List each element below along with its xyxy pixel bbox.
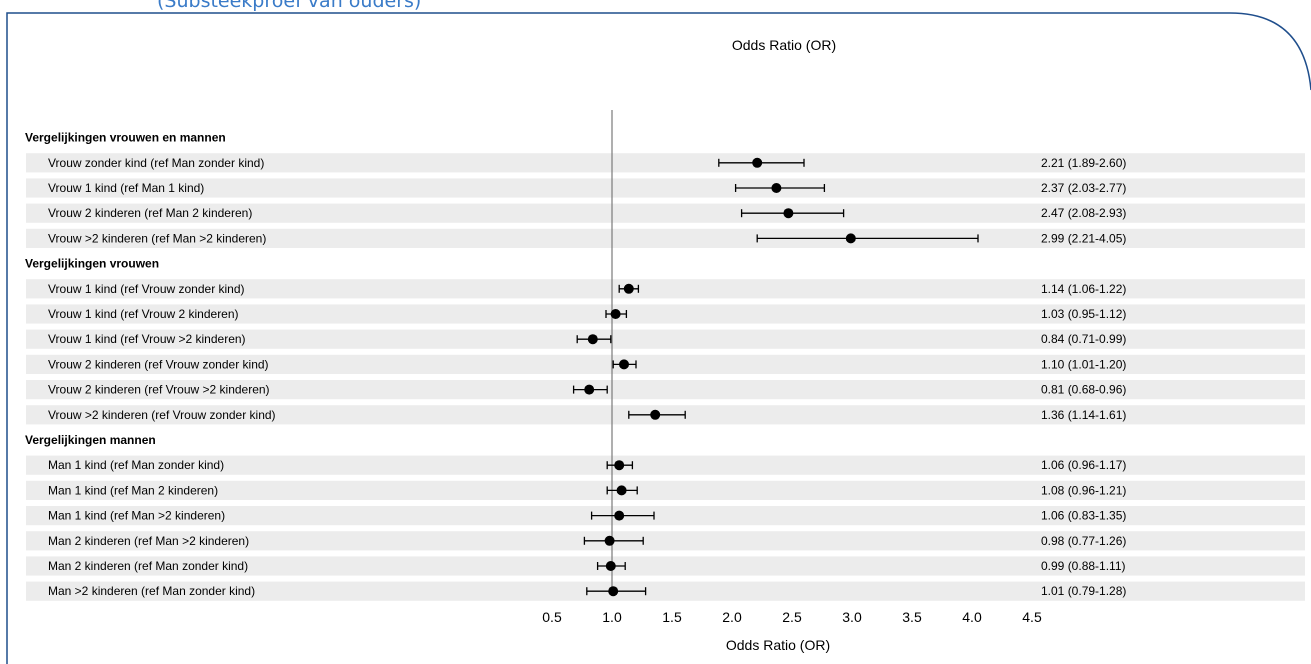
row-label: Vrouw 1 kind (ref Man 1 kind) — [48, 181, 204, 195]
row-value-label: 2.37 (2.03-2.77) — [1041, 181, 1126, 195]
row-label: Vrouw 1 kind (ref Vrouw 2 kinderen) — [48, 307, 239, 321]
row-band — [26, 581, 1305, 601]
row-label: Vrouw zonder kind (ref Man zonder kind) — [48, 156, 264, 170]
row-label: Man 2 kinderen (ref Man zonder kind) — [48, 559, 248, 573]
row-label: Vrouw 2 kinderen (ref Vrouw zonder kind) — [48, 357, 269, 371]
or-point — [614, 510, 625, 521]
x-tick-label: 0.5 — [542, 609, 562, 625]
or-point — [587, 334, 598, 345]
row-band — [26, 304, 1305, 324]
marks-layer — [572, 157, 979, 597]
x-tick-label: 3.0 — [842, 609, 862, 625]
row-band — [26, 153, 1305, 173]
row-band — [26, 178, 1305, 198]
x-tick-label: 2.0 — [722, 609, 742, 625]
row-band — [26, 203, 1305, 223]
row-value-label: 0.99 (0.88-1.11) — [1041, 559, 1126, 573]
row-label: Vrouw 1 kind (ref Vrouw zonder kind) — [48, 282, 245, 296]
row-value-label: 0.81 (0.68-0.96) — [1041, 383, 1126, 397]
x-axis: 0.5 1.0 1.5 2.0 2.5 3.0 3.5 4.0 4.5 — [542, 609, 1042, 625]
row-value-label: 2.47 (2.08-2.93) — [1041, 206, 1126, 220]
rows-layer: Vergelijkingen vrouwen en mannen Vrouw zo… — [25, 110, 1305, 601]
row-value-label: 1.01 (0.79-1.28) — [1041, 584, 1126, 598]
or-point — [752, 157, 763, 168]
x-tick-label: 4.0 — [962, 609, 982, 625]
row-value-label: 1.36 (1.14-1.61) — [1041, 408, 1126, 422]
row-value-label: 1.03 (0.95-1.12) — [1041, 307, 1126, 321]
row-value-label: 0.98 (0.77-1.26) — [1041, 534, 1126, 548]
or-point — [610, 309, 621, 319]
figure-caption: (Substeekproef van ouders) — [157, 0, 422, 12]
row-label: Vrouw >2 kinderen (ref Man >2 kinderen) — [48, 231, 266, 245]
x-tick-label: 2.5 — [782, 609, 802, 625]
or-point — [604, 535, 615, 546]
group-label: Vergelijkingen vrouwen en mannen — [25, 131, 226, 145]
row-value-label: 2.99 (2.21-4.05) — [1041, 231, 1126, 245]
row-band — [26, 228, 1305, 248]
group-label: Vergelijkingen vrouwen — [25, 257, 159, 271]
or-point — [771, 183, 782, 193]
x-tick-label: 3.5 — [902, 609, 922, 625]
row-band — [26, 506, 1305, 526]
or-point — [623, 283, 634, 294]
row-band — [26, 531, 1305, 551]
row-value-label: 1.08 (0.96-1.21) — [1041, 483, 1126, 497]
row-value-label: 1.10 (1.01-1.20) — [1041, 357, 1126, 371]
row-band — [26, 354, 1305, 374]
x-tick-label: 1.5 — [662, 609, 682, 625]
or-point — [605, 561, 616, 571]
or-point — [584, 384, 595, 395]
chart-title: Odds Ratio (OR) — [732, 37, 836, 53]
or-point — [845, 233, 856, 244]
x-tick-label: 4.5 — [1022, 609, 1042, 625]
row-band — [26, 556, 1305, 576]
x-axis-title: Odds Ratio (OR) — [726, 637, 830, 653]
or-point — [619, 359, 629, 370]
row-value-label: 0.84 (0.71-0.99) — [1041, 332, 1126, 346]
row-band — [26, 455, 1305, 475]
or-point — [608, 586, 619, 597]
x-tick-label: 1.0 — [602, 609, 622, 625]
row-label: Man 1 kind (ref Man 2 kinderen) — [48, 483, 218, 497]
row-label: Vrouw >2 kinderen (ref Vrouw zonder kind… — [48, 408, 276, 422]
group-label: Vergelijkingen mannen — [25, 433, 156, 447]
or-point — [614, 460, 625, 471]
or-point — [650, 409, 661, 420]
row-value-label: 1.14 (1.06-1.22) — [1041, 282, 1126, 296]
row-band — [26, 480, 1305, 500]
or-point — [616, 485, 627, 496]
row-label: Vrouw 2 kinderen (ref Vrouw >2 kinderen) — [48, 383, 270, 397]
row-value-label: 1.06 (0.83-1.35) — [1041, 509, 1126, 523]
row-band — [26, 279, 1305, 299]
row-label: Vrouw 1 kind (ref Vrouw >2 kinderen) — [48, 332, 246, 346]
row-label: Vrouw 2 kinderen (ref Man 2 kinderen) — [48, 206, 252, 220]
frame-border — [6, 12, 1311, 664]
row-value-label: 2.21 (1.89-2.60) — [1041, 156, 1126, 170]
row-label: Man >2 kinderen (ref Man zonder kind) — [48, 584, 255, 598]
row-band — [26, 380, 1305, 400]
row-band — [26, 329, 1305, 349]
row-value-label: 1.06 (0.96-1.17) — [1041, 458, 1126, 472]
row-label: Man 1 kind (ref Man >2 kinderen) — [48, 509, 225, 523]
row-label: Man 2 kinderen (ref Man >2 kinderen) — [48, 534, 249, 548]
row-label: Man 1 kind (ref Man zonder kind) — [48, 458, 224, 472]
or-point — [783, 208, 794, 219]
